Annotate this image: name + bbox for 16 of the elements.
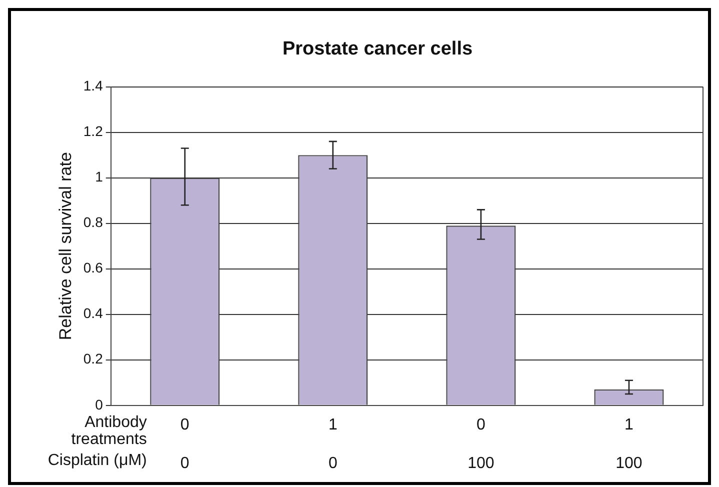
y-tick-label: 0.4 xyxy=(83,305,104,322)
category-label: 0 0 xyxy=(180,416,190,472)
y-tick-label: 0.2 xyxy=(83,350,104,367)
y-tick-label: 0.6 xyxy=(83,260,104,276)
category-label: 0 100 xyxy=(468,416,494,472)
y-tick-label: 1 xyxy=(95,168,104,185)
category-label: 1 0 xyxy=(328,416,338,472)
chart-title: Prostate cancer cells xyxy=(282,38,473,60)
y-axis-title: Relative cell survival rate xyxy=(56,152,75,340)
y-tick-label: 0 xyxy=(95,396,104,412)
y-tick-label: 1.4 xyxy=(83,78,104,94)
text: Antibody treatments xyxy=(70,414,147,448)
text: Cisplatin (μM) xyxy=(46,452,147,470)
y-tick-label: 1.2 xyxy=(83,123,104,140)
category-label: 1 100 xyxy=(616,416,642,472)
y-tick-label: 0.8 xyxy=(83,214,104,230)
